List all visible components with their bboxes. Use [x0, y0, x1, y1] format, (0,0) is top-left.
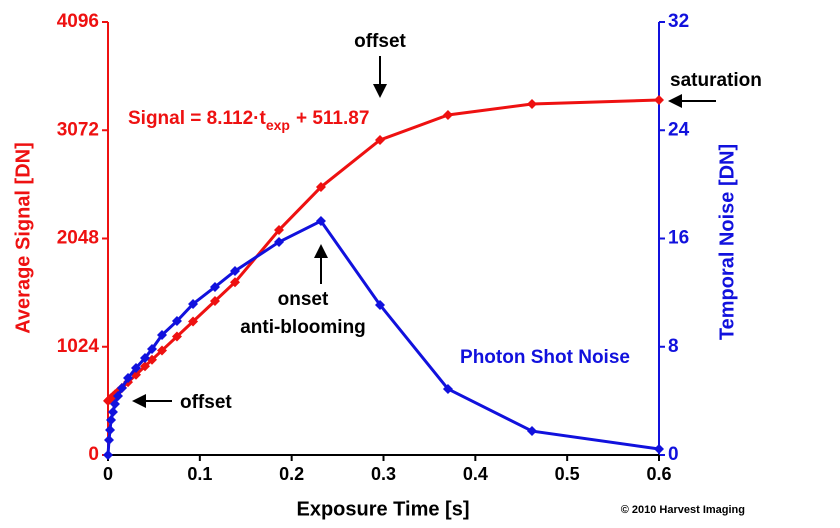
- x-tick-label: 0.3: [371, 464, 396, 484]
- data-point: [375, 134, 386, 145]
- formula-text: Signal = 8.112·t: [128, 108, 266, 129]
- data-point: [209, 281, 220, 292]
- y-tick-label: 0: [88, 444, 99, 465]
- data-point: [375, 299, 386, 310]
- annotation: anti-blooming: [240, 317, 366, 338]
- y2-tick-label: 24: [668, 119, 690, 140]
- data-point: [146, 344, 157, 355]
- y-tick-label: 4096: [57, 11, 99, 32]
- y-tick-label: 1024: [57, 336, 100, 357]
- data-point: [171, 331, 182, 342]
- annotation: offset: [180, 392, 232, 413]
- data-point: [273, 225, 284, 236]
- data-point: [171, 316, 182, 327]
- data-point: [156, 345, 167, 356]
- y-tick-label: 3072: [57, 119, 99, 140]
- data-point: [116, 383, 127, 394]
- series-label: Photon Shot Noise: [460, 347, 630, 368]
- arrow-head: [668, 94, 682, 108]
- data-point: [113, 391, 124, 402]
- arrow-head: [314, 244, 328, 258]
- data-point: [188, 298, 199, 309]
- data-point: [107, 406, 118, 417]
- series-line: [106, 219, 660, 456]
- y2-tick-label: 16: [668, 228, 689, 249]
- data-point: [140, 352, 151, 363]
- annotation: onset: [278, 289, 329, 310]
- x-tick-label: 0.6: [646, 464, 671, 484]
- data-point: [104, 434, 115, 445]
- data-point: [315, 182, 326, 193]
- formula: Signal = 8.112·texp + 511.87: [128, 108, 369, 133]
- data-point: [156, 329, 167, 340]
- data-point: [230, 265, 241, 276]
- y-axis-title: Average Signal [DN]: [12, 142, 34, 334]
- x-axis-title: Exposure Time [s]: [296, 498, 469, 520]
- data-point: [526, 99, 537, 110]
- formula-subscript: exp: [266, 117, 290, 133]
- data-point: [230, 277, 241, 288]
- data-point: [123, 373, 134, 384]
- data-point: [106, 414, 117, 425]
- data-point: [442, 110, 453, 121]
- arrow-head: [373, 84, 387, 98]
- data-point: [526, 426, 537, 437]
- data-point: [654, 444, 664, 455]
- y2-axis-title: Temporal Noise [DN]: [716, 144, 738, 340]
- y-tick-label: 2048: [57, 228, 99, 249]
- data-point: [188, 316, 199, 327]
- y2-tick-label: 32: [668, 11, 689, 32]
- data-point: [273, 237, 284, 248]
- data-point: [315, 216, 326, 227]
- data-point: [131, 362, 142, 373]
- data-point: [109, 398, 120, 409]
- x-tick-label: 0.5: [555, 464, 580, 484]
- arrow-head: [132, 394, 146, 408]
- x-tick-label: 0.4: [463, 464, 488, 484]
- data-point: [103, 450, 113, 460]
- x-tick-label: 0.2: [279, 464, 304, 484]
- data-point: [442, 383, 453, 394]
- x-tick-label: 0: [103, 464, 113, 484]
- y2-tick-label: 8: [668, 336, 679, 357]
- data-point: [654, 95, 664, 106]
- annotation: saturation: [670, 70, 762, 91]
- data-point: [105, 424, 116, 435]
- data-point: [146, 354, 157, 365]
- x-tick-label: 0.1: [187, 464, 212, 484]
- formula-text: + 511.87: [296, 108, 369, 129]
- data-point: [209, 295, 220, 306]
- data-point: [140, 361, 151, 372]
- copyright: © 2010 Harvest Imaging: [621, 504, 745, 516]
- y2-tick-label: 0: [668, 444, 679, 465]
- annotation: offset: [354, 31, 406, 52]
